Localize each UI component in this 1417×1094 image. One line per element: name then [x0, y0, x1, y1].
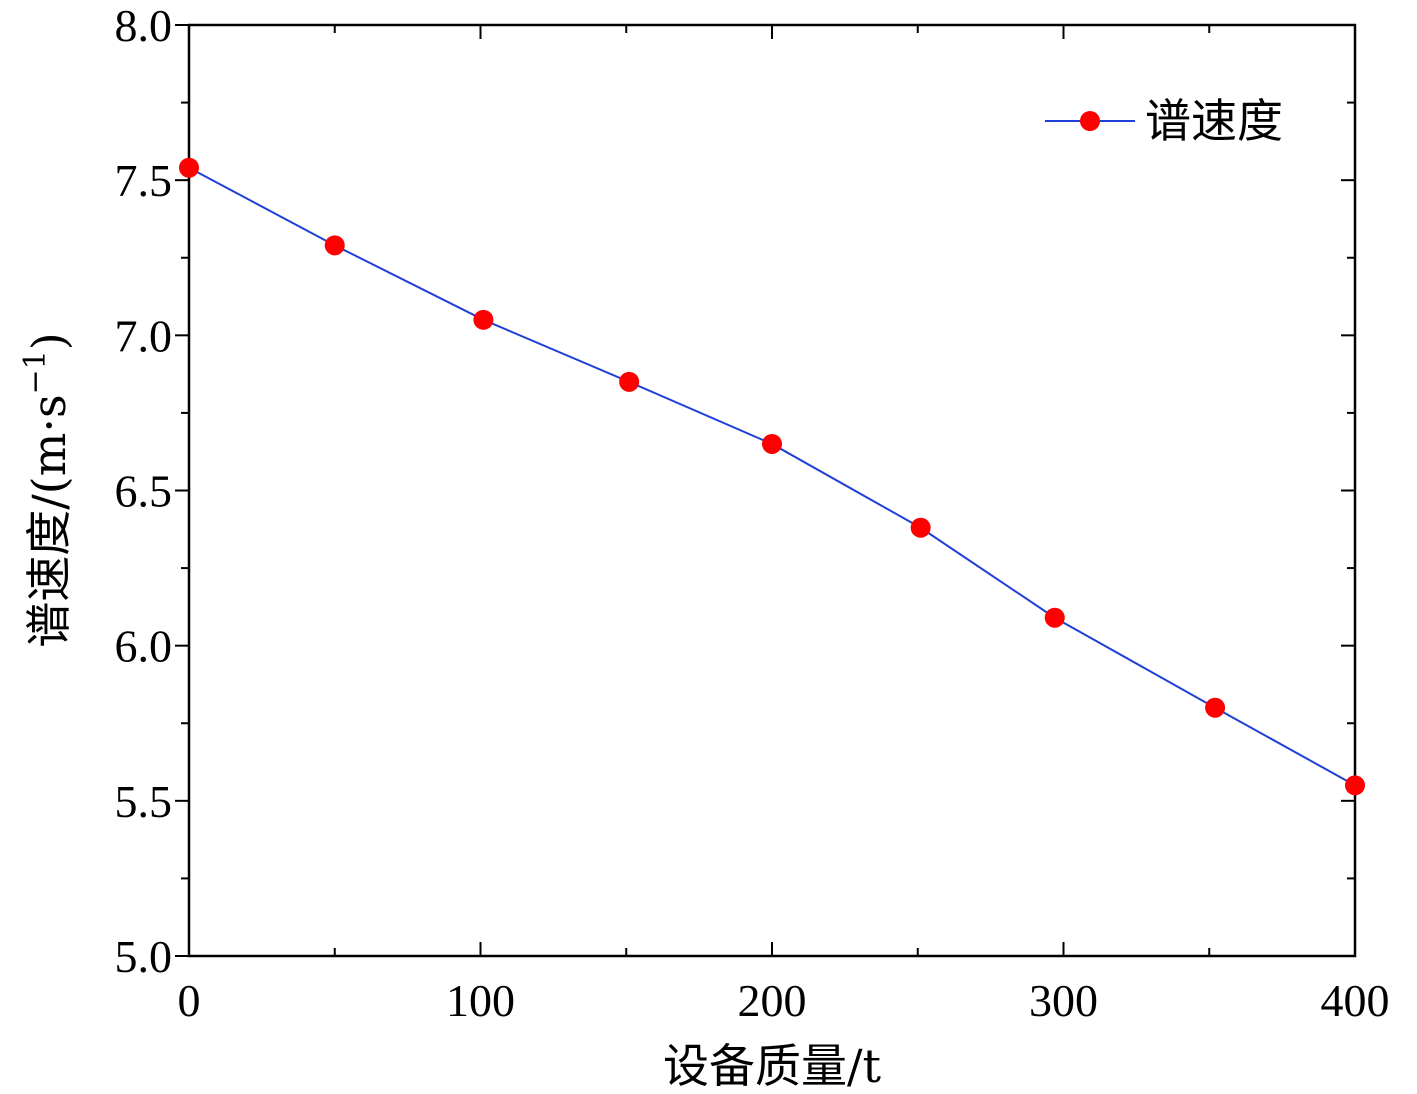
y-axis-title: 谱速度/(m·s−1)	[18, 332, 76, 647]
data-point	[910, 517, 931, 538]
tick-labels: 0 100 200 300 400 5.0 5.5 6.0 6.5 7.0 7.5 8.0	[115, 0, 1390, 1026]
x-tick-label: 200	[738, 975, 807, 1026]
x-axis-title: 设备质量/t	[663, 1039, 881, 1093]
y-tick-label: 7.0	[115, 310, 173, 361]
data-point	[473, 309, 494, 330]
data-point	[1044, 607, 1065, 628]
y-axis-title-sup: −1	[18, 350, 53, 394]
series-line	[188, 166, 1356, 787]
x-tick-label: 400	[1321, 975, 1390, 1026]
x-tick-label: 0	[178, 975, 201, 1026]
data-point	[179, 157, 199, 178]
series	[179, 157, 1365, 796]
x-tick-label: 300	[1029, 975, 1098, 1026]
y-tick-label: 6.5	[115, 466, 173, 517]
data-point	[1345, 775, 1365, 796]
y-tick-label: 5.5	[115, 776, 173, 827]
y-axis-title-close: )	[22, 332, 76, 350]
y-tick-label: 5.0	[115, 931, 173, 982]
y-tick-label: 8.0	[115, 0, 173, 51]
legend: 谱速度	[1045, 94, 1283, 148]
legend-label: 谱速度	[1145, 94, 1283, 148]
data-point	[619, 371, 640, 392]
y-axis-title-main: 谱速度/(m·s	[22, 394, 76, 647]
y-tick-label: 7.5	[115, 155, 173, 206]
ticks	[175, 24, 1356, 957]
x-tick-label: 100	[446, 975, 515, 1026]
data-point	[1205, 697, 1226, 718]
plot-frame	[187, 23, 1357, 958]
legend-marker	[1080, 111, 1100, 131]
y-tick-label: 6.0	[115, 621, 173, 672]
data-point	[324, 235, 345, 256]
data-point	[762, 433, 782, 454]
